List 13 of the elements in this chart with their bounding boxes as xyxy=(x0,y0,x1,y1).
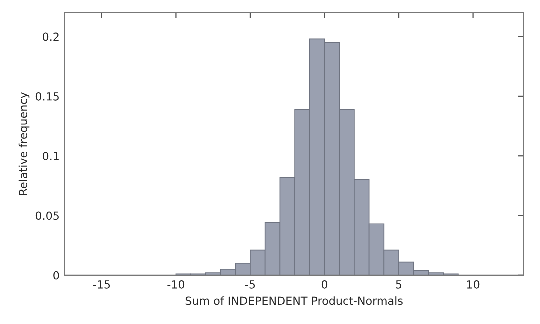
x-tick-label: 0 xyxy=(322,280,328,289)
y-tick-label: 0.15 xyxy=(36,92,59,101)
x-tick-label: -15 xyxy=(93,280,110,289)
y-axis-title: Relative frequency xyxy=(18,92,30,196)
y-tick-label: 0.2 xyxy=(43,32,59,42)
x-tick-label: -10 xyxy=(168,280,185,289)
x-tick-label: 5 xyxy=(396,280,402,289)
y-tick-label: 0.1 xyxy=(43,152,59,160)
x-tick-label: -5 xyxy=(245,280,256,289)
x-tick-label: 10 xyxy=(467,280,480,289)
y-tick-label: 0.05 xyxy=(36,212,59,220)
x-axis-title: Sum of INDEPENDENT Product-Normals xyxy=(186,296,403,306)
y-tick-label: 0 xyxy=(54,271,60,280)
